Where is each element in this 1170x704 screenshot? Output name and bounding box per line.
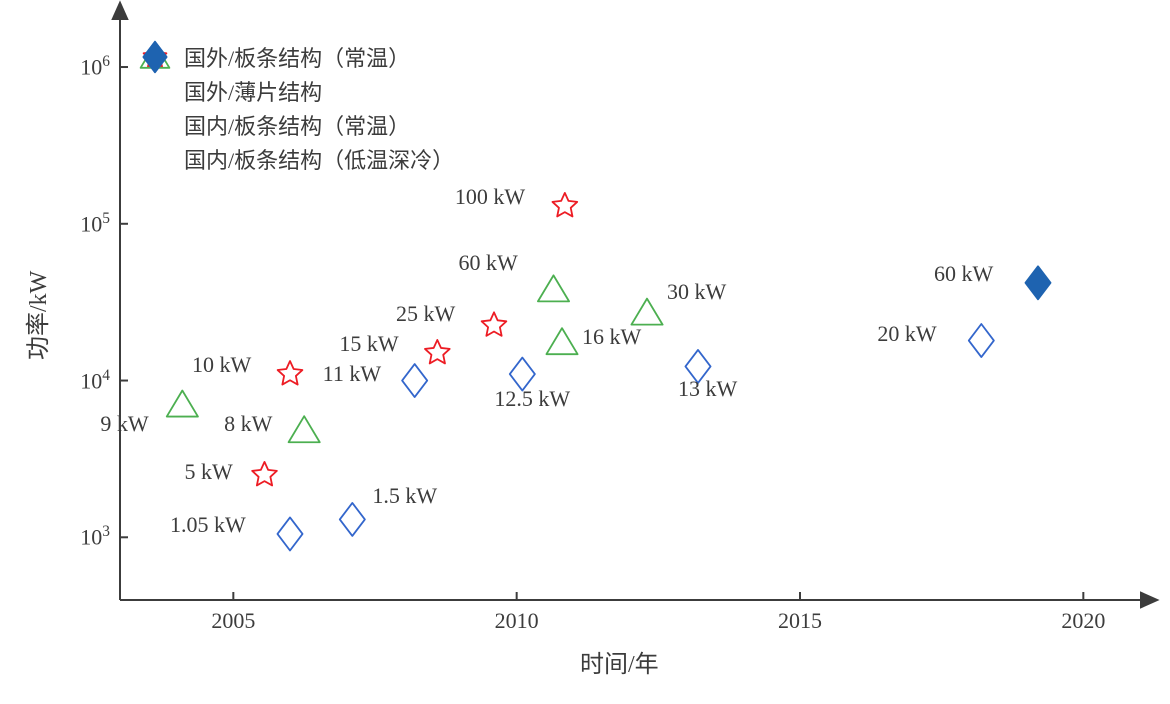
legend-item: 国内/板条结构（常温） <box>138 108 454 142</box>
x-tick-label: 2015 <box>760 608 840 634</box>
point-label: 1.05 kW <box>170 512 246 538</box>
point-label: 10 kW <box>192 352 251 378</box>
data-point <box>1025 266 1050 299</box>
point-label: 100 kW <box>455 184 525 210</box>
legend-text: 国内/板条结构（低温深冷） <box>184 143 454 175</box>
legend-marker-icon <box>138 142 178 176</box>
point-label: 12.5 kW <box>494 386 570 412</box>
point-label: 9 kW <box>100 411 148 437</box>
data-point <box>289 416 320 442</box>
data-point <box>969 324 994 357</box>
x-tick-label: 2005 <box>193 608 273 634</box>
point-label: 8 kW <box>224 411 272 437</box>
power-vs-year-chart: 时间/年 功率/kW 国外/板条结构（常温）国外/薄片结构国内/板条结构（常温）… <box>0 0 1170 704</box>
point-label: 25 kW <box>396 301 455 327</box>
y-tick-label: 105 <box>80 210 110 237</box>
y-tick-label: 106 <box>80 53 110 80</box>
data-point <box>252 462 277 486</box>
legend-item: 国内/板条结构（低温深冷） <box>138 142 454 176</box>
point-label: 1.5 kW <box>372 483 437 509</box>
x-tick-label: 2020 <box>1043 608 1123 634</box>
point-label: 11 kW <box>323 361 381 387</box>
y-tick-label: 104 <box>80 367 110 394</box>
point-label: 20 kW <box>877 321 936 347</box>
x-axis-label: 时间/年 <box>580 644 659 679</box>
x-tick-label: 2010 <box>477 608 557 634</box>
data-point <box>552 193 577 217</box>
point-label: 30 kW <box>667 279 726 305</box>
legend-item: 国外/板条结构（常温） <box>138 40 454 74</box>
legend-item: 国外/薄片结构 <box>138 74 454 108</box>
data-point <box>402 364 427 397</box>
point-label: 5 kW <box>185 459 233 485</box>
legend-text: 国外/薄片结构 <box>184 75 322 107</box>
data-point <box>340 503 365 536</box>
data-point <box>482 312 507 336</box>
point-label: 13 kW <box>678 376 737 402</box>
data-point <box>546 328 577 354</box>
legend: 国外/板条结构（常温）国外/薄片结构国内/板条结构（常温）国内/板条结构（低温深… <box>138 40 454 176</box>
data-point <box>278 361 303 385</box>
point-label: 16 kW <box>582 324 641 350</box>
y-tick-label: 103 <box>80 523 110 550</box>
data-point <box>538 275 569 301</box>
legend-text: 国外/板条结构（常温） <box>184 41 410 73</box>
data-point <box>277 517 302 550</box>
point-label: 60 kW <box>934 261 993 287</box>
data-point <box>425 340 450 364</box>
point-label: 15 kW <box>339 331 398 357</box>
point-label: 60 kW <box>459 250 518 276</box>
legend-marker-icon <box>138 108 178 142</box>
data-point <box>631 299 662 325</box>
legend-text: 国内/板条结构（常温） <box>184 109 410 141</box>
y-axis-label: 功率/kW <box>18 271 53 360</box>
legend-marker-icon <box>138 74 178 108</box>
data-point <box>167 391 198 417</box>
